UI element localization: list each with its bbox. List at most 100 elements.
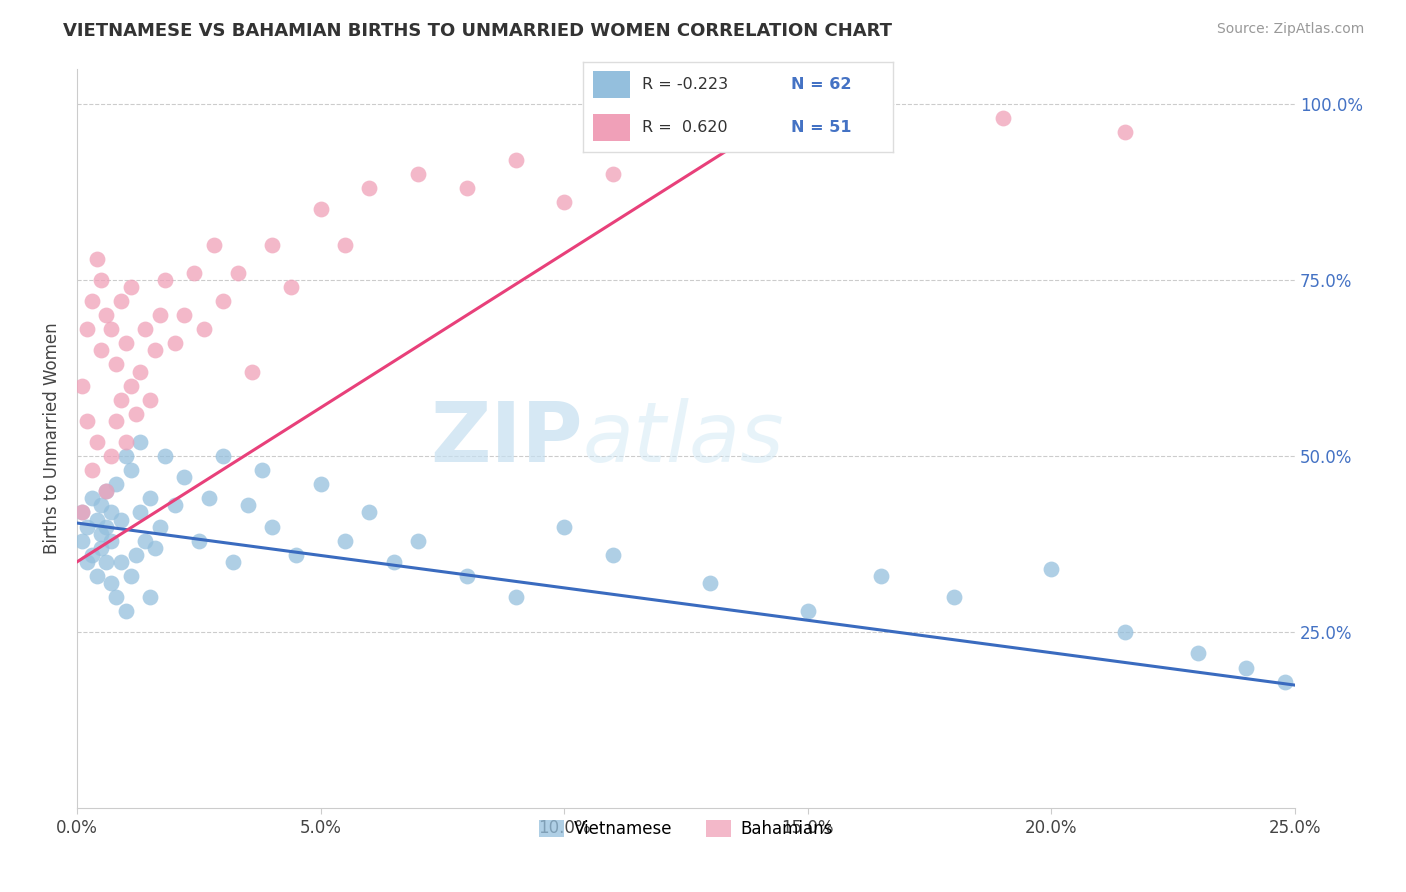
Point (309, 202, 332, 217)
Point (100, 533, 122, 548)
Point (139, 590, 162, 604)
Point (406, 533, 429, 548)
Point (456, 569, 478, 583)
Point (100, 576, 122, 591)
Point (114, 336, 136, 351)
Point (90, 541, 112, 555)
Point (96, 555, 118, 569)
Point (505, 590, 527, 604)
Bar (593, 114, 630, 141)
Point (139, 392, 162, 407)
Point (260, 237, 283, 252)
Point (124, 407, 146, 421)
Point (260, 519, 283, 533)
Point (86, 512, 108, 526)
Point (173, 308, 195, 322)
Point (105, 358, 128, 372)
Point (76, 414, 98, 428)
Point (90, 273, 112, 287)
Point (456, 181, 478, 195)
Text: ZIP: ZIP (430, 398, 582, 479)
Point (280, 280, 302, 294)
Point (80, 548, 103, 562)
Point (202, 237, 225, 252)
Point (100, 322, 122, 336)
Point (382, 555, 405, 569)
Point (333, 237, 356, 252)
Bar (593, 71, 630, 98)
Point (1274, 674, 1296, 689)
Point (163, 499, 186, 513)
Point (505, 153, 527, 168)
Point (86, 252, 108, 266)
Point (86, 569, 108, 583)
Point (197, 491, 219, 506)
Point (105, 590, 128, 604)
Point (1114, 625, 1136, 640)
Point (309, 477, 332, 491)
Point (1234, 660, 1257, 674)
Point (105, 414, 128, 428)
Point (100, 449, 122, 463)
Point (129, 435, 152, 450)
Point (134, 533, 156, 548)
Point (90, 343, 112, 358)
Text: VIETNAMESE VS BAHAMIAN BIRTHS TO UNMARRIED WOMEN CORRELATION CHART: VIETNAMESE VS BAHAMIAN BIRTHS TO UNMARRI… (63, 22, 893, 40)
Text: R = -0.223: R = -0.223 (643, 78, 728, 92)
Point (699, 576, 721, 591)
Point (149, 308, 172, 322)
Point (96, 484, 118, 499)
Text: Source: ZipAtlas.com: Source: ZipAtlas.com (1216, 22, 1364, 37)
Point (134, 322, 156, 336)
Point (90, 526, 112, 541)
Point (70, 506, 93, 520)
Point (110, 512, 132, 526)
Point (149, 519, 172, 533)
Point (187, 533, 209, 548)
Point (114, 435, 136, 450)
Point (120, 463, 142, 477)
Point (602, 167, 624, 181)
Point (110, 555, 132, 569)
Point (110, 392, 132, 407)
Point (120, 569, 142, 583)
Point (236, 499, 259, 513)
Point (110, 294, 132, 309)
Point (242, 365, 264, 379)
Point (333, 533, 356, 548)
Point (212, 294, 235, 309)
Point (226, 266, 249, 280)
Text: N = 62: N = 62 (790, 78, 851, 92)
Point (991, 111, 1014, 125)
Point (250, 463, 273, 477)
Point (222, 555, 245, 569)
Point (139, 491, 162, 506)
Point (285, 548, 308, 562)
Point (80, 491, 103, 506)
Point (76, 322, 98, 336)
Point (143, 541, 166, 555)
Point (153, 449, 176, 463)
Point (406, 167, 429, 181)
Point (96, 484, 118, 499)
Point (129, 506, 152, 520)
Point (845, 118, 868, 132)
Point (143, 343, 166, 358)
Point (96, 519, 118, 533)
Point (105, 477, 128, 491)
Point (100, 506, 122, 520)
Point (1114, 125, 1136, 139)
Point (553, 195, 575, 210)
Point (76, 555, 98, 569)
Point (1187, 647, 1209, 661)
Point (173, 470, 195, 484)
Point (193, 322, 215, 336)
Point (553, 519, 575, 533)
Legend: Vietnamese, Bahamians: Vietnamese, Bahamians (533, 813, 839, 845)
Point (114, 604, 136, 618)
Point (120, 280, 142, 294)
Point (212, 449, 235, 463)
Point (80, 463, 103, 477)
Point (163, 336, 186, 351)
Point (797, 604, 820, 618)
